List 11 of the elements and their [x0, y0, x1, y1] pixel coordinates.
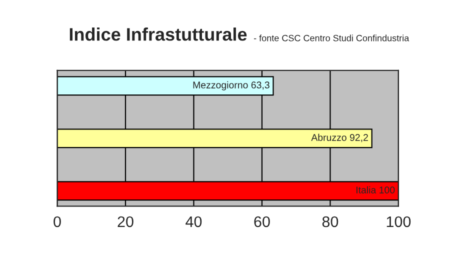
data-label: Mezzogiorno 63,3 [193, 81, 270, 90]
chart-title: Indice Infrastutturale [70, 28, 247, 41]
x-tick-label: 0 [54, 216, 61, 228]
x-tick-label: 80 [322, 216, 338, 228]
x-tick-label: 100 [386, 216, 411, 228]
x-tick-label: 40 [186, 216, 202, 228]
x-tick-label: 60 [254, 216, 270, 228]
x-tick-label: 20 [118, 216, 134, 228]
chart-subtitle: - fonte CSC Centro Studi Confindustria [254, 34, 410, 42]
data-label: Italia 100 [356, 186, 395, 194]
data-label: Abruzzo 92,2 [311, 134, 368, 142]
